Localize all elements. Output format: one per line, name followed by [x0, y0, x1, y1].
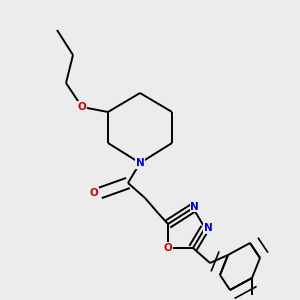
Text: O: O: [90, 188, 98, 198]
Text: N: N: [136, 158, 144, 168]
Text: O: O: [78, 102, 86, 112]
Text: N: N: [204, 223, 212, 233]
Text: N: N: [190, 202, 199, 212]
Text: O: O: [164, 243, 172, 253]
